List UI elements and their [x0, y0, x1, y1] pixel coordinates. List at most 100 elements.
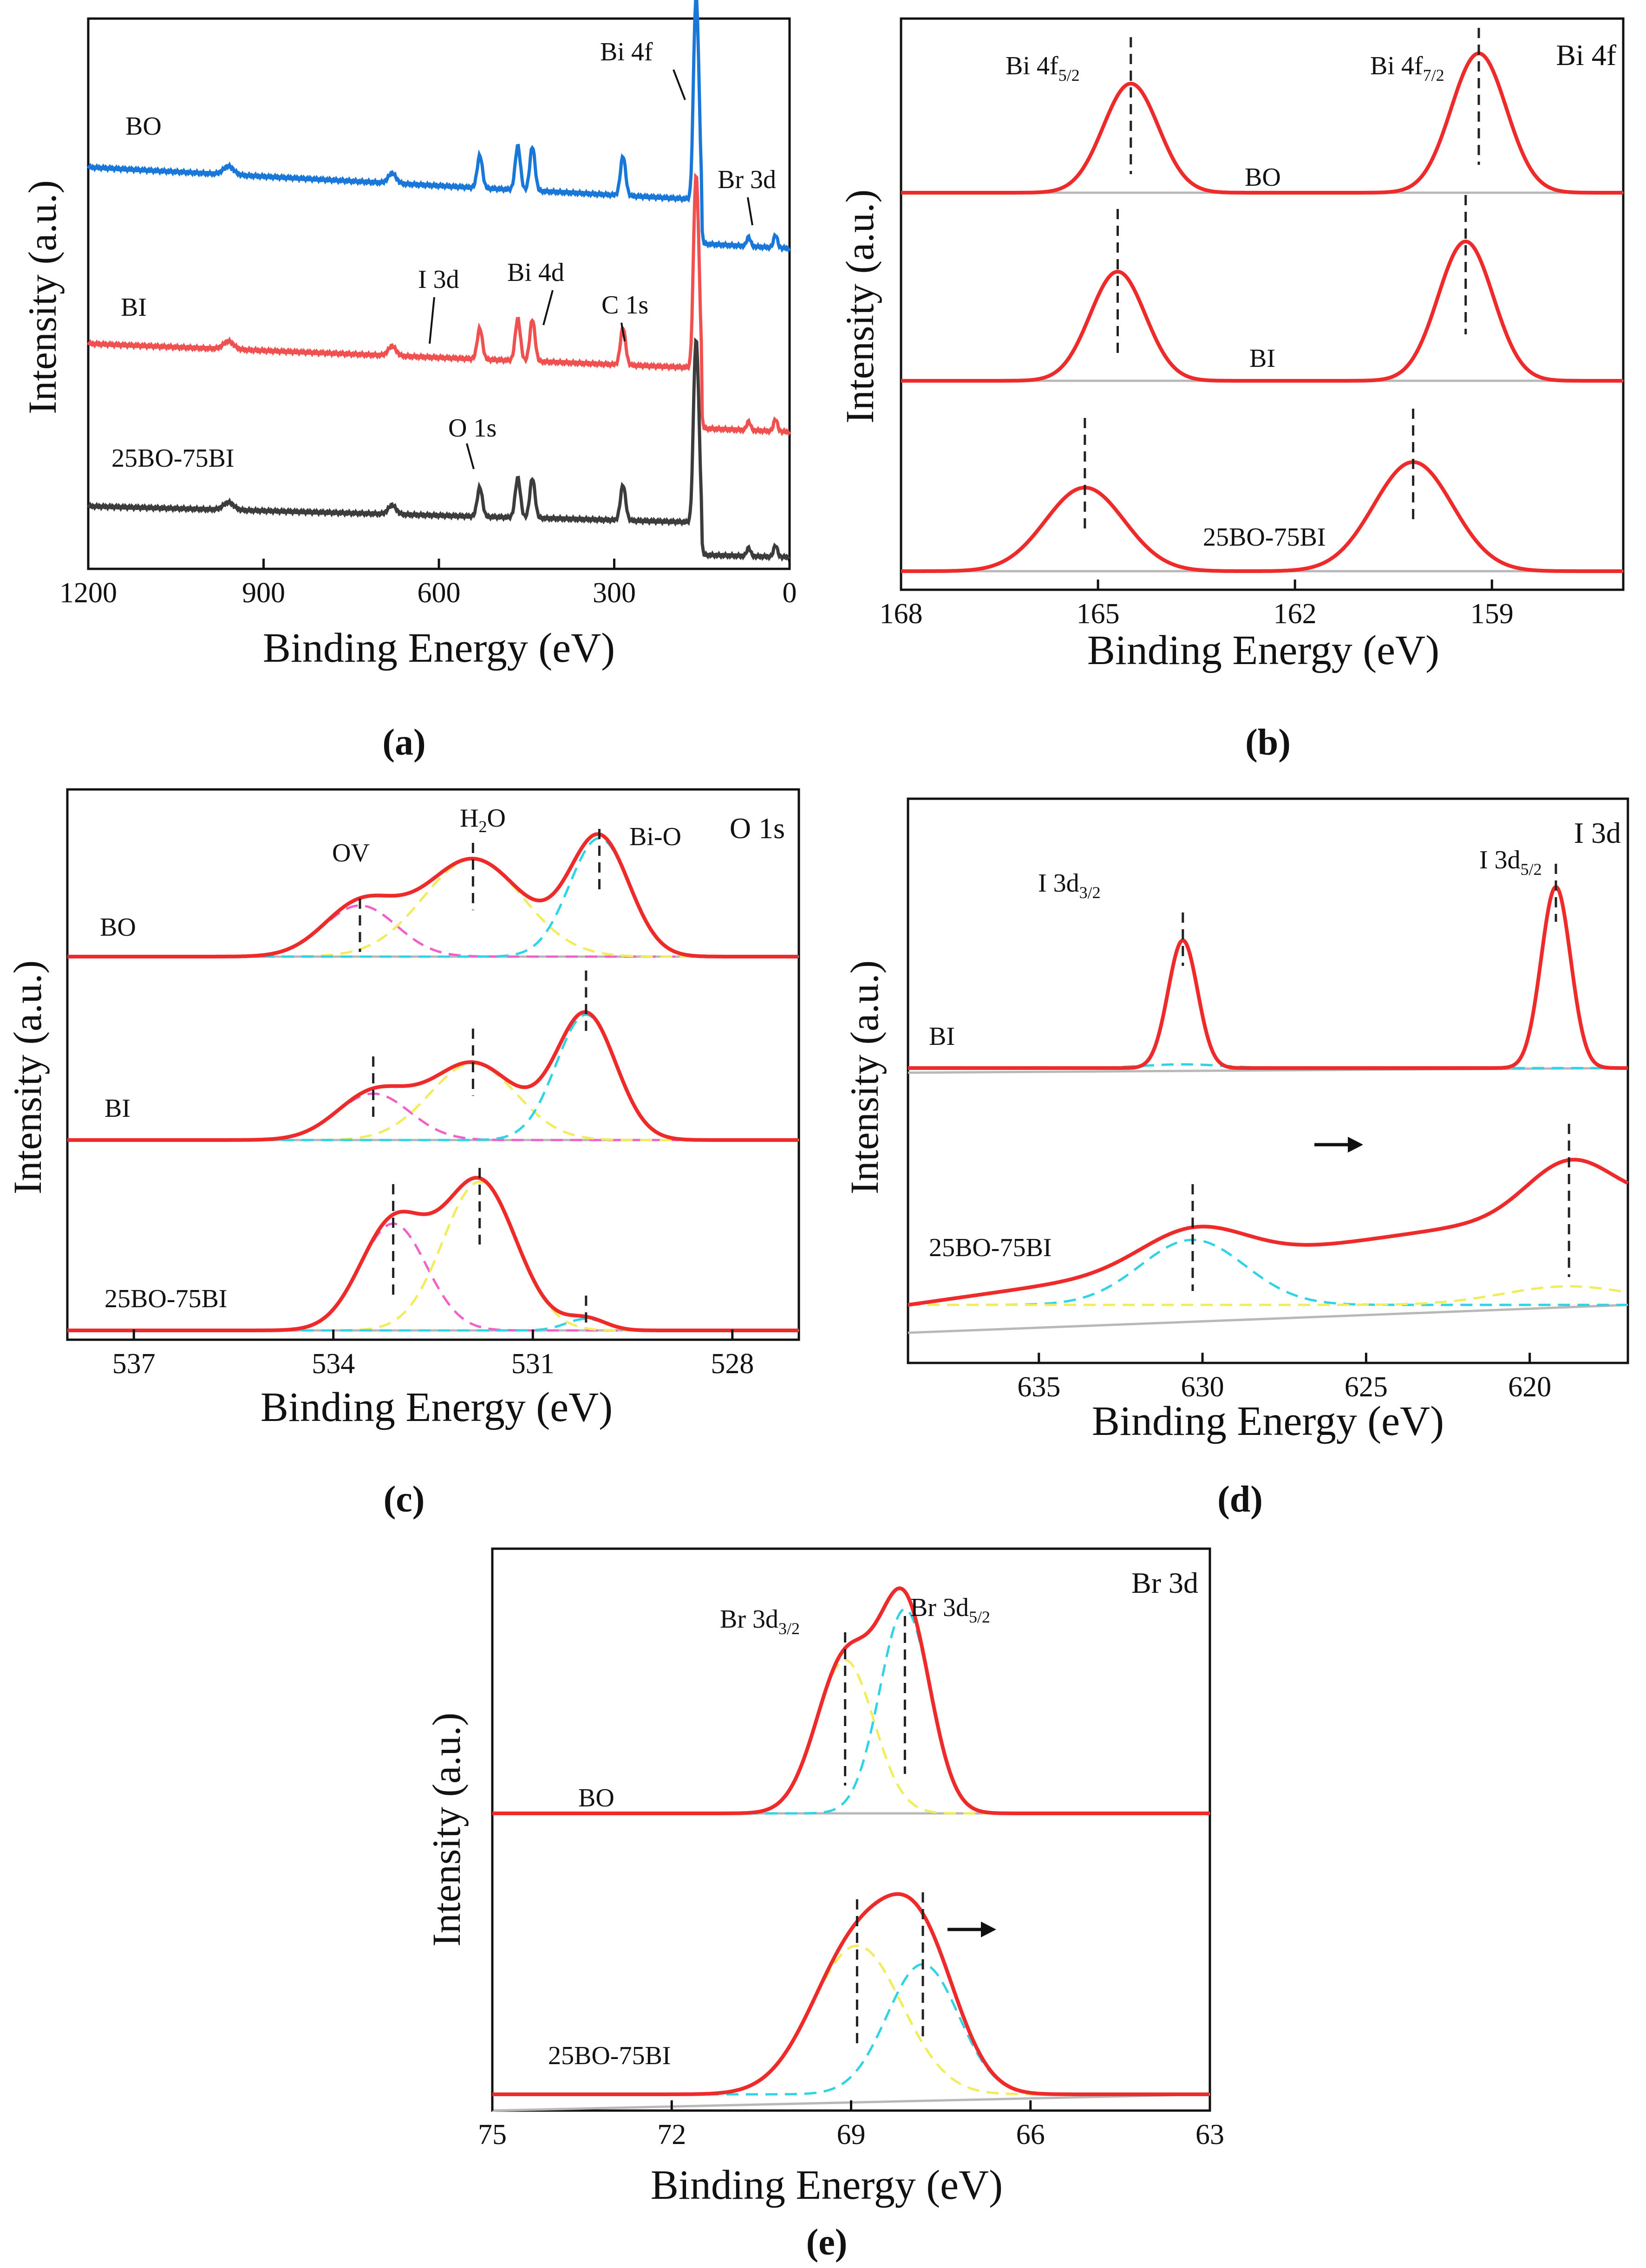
panel-caption: (a) — [382, 722, 425, 763]
peak-label: I 3d5/2 — [1479, 846, 1542, 879]
fit-component — [67, 858, 799, 958]
plot-area — [492, 1586, 1210, 2112]
panel-caption: (d) — [1217, 1479, 1263, 1520]
plot-area — [901, 28, 1623, 573]
x-axis-label: Binding Energy (eV) — [1087, 627, 1439, 673]
fit-component — [67, 1062, 799, 1141]
annotation: Bi 4d — [507, 258, 564, 287]
x-tick-label: 900 — [242, 577, 285, 609]
peak-label: Bi-O — [629, 822, 681, 851]
x-axis-label: Binding Energy (eV) — [261, 1384, 613, 1430]
x-tick-label: 66 — [1016, 2119, 1045, 2151]
x-tick-label: 159 — [1470, 598, 1514, 630]
shift-arrow — [947, 1922, 996, 1937]
panel-title: I 3d — [1574, 816, 1621, 849]
annotation: Bi 4f — [600, 38, 653, 66]
panel-d: 635 630 625 620 I 3d I 3d3/2 I 3d5/2 BI 25B… — [831, 771, 1646, 1523]
x-ticks: 168 165 162 159 — [880, 580, 1514, 630]
panel-caption: (b) — [1245, 722, 1291, 763]
series-label: BI — [929, 1022, 955, 1051]
panel-b: 168 165 162 159 Bi 4f Bi 4f5/2 Bi 4f7/2 BO … — [831, 0, 1646, 766]
x-tick-label: 630 — [1181, 1371, 1224, 1403]
baseline — [908, 1303, 1628, 1334]
x-axis-label: Binding Energy (eV) — [651, 2162, 1003, 2208]
x-tick-label: 635 — [1017, 1371, 1060, 1403]
annotation-arrow — [466, 443, 475, 469]
panel-title: O 1s — [730, 812, 785, 845]
series-label: 25BO-75BI — [929, 1233, 1052, 1262]
series-label: BI — [105, 1094, 131, 1123]
fit-component — [492, 1944, 1210, 2096]
x-ticks: 1200 900 600 300 0 — [59, 559, 797, 609]
x-tick-label: 75 — [478, 2119, 507, 2151]
y-axis-label: Intensity (a.u.) — [5, 960, 50, 1194]
x-tick-label: 625 — [1345, 1371, 1388, 1403]
series-line-25bo-75bi — [87, 337, 791, 562]
panel-caption: (e) — [806, 2222, 848, 2263]
annotation-arrow — [542, 290, 554, 326]
y-axis-label: Intensity (a.u.) — [837, 189, 882, 424]
envelope-line — [492, 1892, 1209, 2096]
panel-title: Bi 4f — [1556, 39, 1616, 72]
y-axis-label: Intensity (a.u.) — [842, 960, 887, 1194]
x-tick-label: 537 — [112, 1348, 156, 1380]
annotation: C 1s — [601, 291, 648, 319]
fit-component — [67, 837, 799, 958]
envelope-line — [492, 1586, 1209, 1815]
series-label: BI — [1249, 344, 1275, 373]
plot-frame — [907, 797, 1629, 1364]
x-tick-label: 72 — [657, 2119, 686, 2151]
series-label: BO — [125, 112, 162, 141]
annotation-arrow — [673, 69, 686, 100]
envelope-line — [901, 460, 1623, 573]
x-tick-label: 600 — [418, 577, 461, 609]
envelope-line — [67, 832, 798, 958]
peak-label: Br 3d3/2 — [720, 1605, 800, 1638]
series-label: 25BO-75BI — [111, 444, 234, 473]
series-label: BI — [121, 293, 147, 322]
x-ticks: 635 630 625 620 — [1017, 1353, 1551, 1403]
x-tick-label: 165 — [1077, 598, 1120, 630]
envelope-line — [67, 1176, 798, 1332]
annotation: I 3d — [418, 265, 459, 294]
series-label: BO — [1245, 163, 1281, 192]
panel-title: Br 3d — [1131, 1566, 1198, 1599]
fit-component — [67, 1222, 799, 1332]
y-axis-label: Intensity (a.u.) — [20, 180, 65, 414]
x-tick-label: 300 — [593, 577, 636, 609]
y-axis-label: Intensity (a.u.) — [424, 1713, 469, 1947]
peak-label: I 3d3/2 — [1038, 869, 1101, 902]
x-axis-label: Binding Energy (eV) — [1092, 1398, 1444, 1444]
series-line-bo — [87, 0, 791, 253]
x-axis-label: Binding Energy (eV) — [263, 625, 615, 671]
peak-label: H2O — [460, 804, 506, 836]
plot-frame — [66, 788, 800, 1341]
plot-frame — [900, 17, 1625, 591]
series-label: BO — [578, 1784, 614, 1812]
panel-a: 1200 900 600 300 0 BO BI 25BO-75BI Bi 4f Br … — [0, 0, 808, 766]
x-ticks: 537 534 531 528 — [112, 1330, 754, 1380]
x-tick-label: 168 — [880, 598, 923, 630]
panel-e: 75 72 69 66 63 Br 3d Br 3d3/2 Br 3d5/2 BO 25… — [409, 1528, 1235, 2266]
x-tick-label: 69 — [837, 2119, 866, 2151]
peak-label: Bi 4f5/2 — [1006, 52, 1080, 85]
fit-component — [492, 1963, 1210, 2096]
x-tick-label: 162 — [1274, 598, 1317, 630]
x-tick-label: 534 — [312, 1348, 355, 1380]
fit-component — [67, 904, 799, 958]
annotation: O 1s — [448, 414, 496, 443]
x-tick-label: 528 — [711, 1348, 754, 1380]
annotation: Br 3d — [718, 165, 776, 194]
envelope-line — [908, 885, 1628, 1070]
plot-area — [67, 829, 799, 1332]
peak-label: OV — [332, 839, 370, 867]
plot-frame — [491, 1547, 1211, 2112]
annotation-arrow — [429, 297, 435, 344]
x-tick-label: 63 — [1195, 2119, 1224, 2151]
envelope-line — [908, 1158, 1629, 1307]
envelope-line — [67, 1010, 798, 1142]
envelope-line — [901, 51, 1623, 195]
series-label: 25BO-75BI — [105, 1284, 227, 1313]
x-tick-label: 531 — [511, 1348, 555, 1380]
series-label: BO — [100, 913, 136, 942]
